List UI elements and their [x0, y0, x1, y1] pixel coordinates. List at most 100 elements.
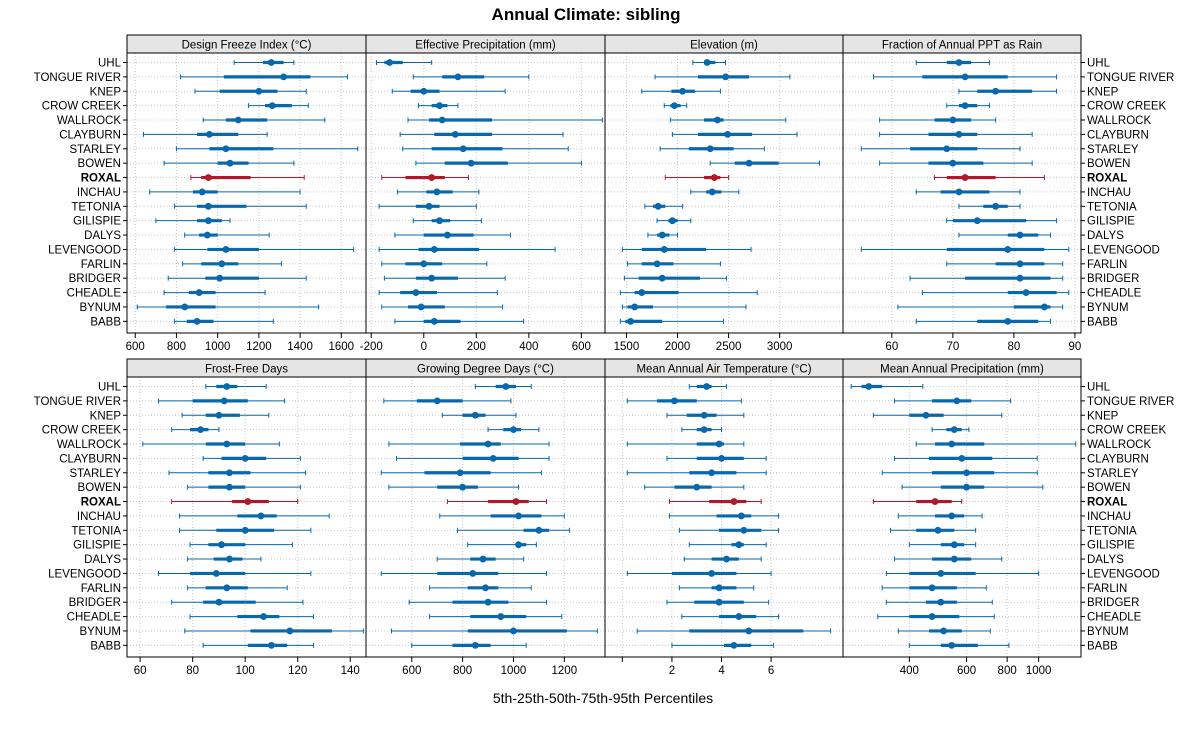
site-label-right-bynum: BYNUM: [1087, 626, 1129, 638]
site-label-right-crow-creek: CROW CREEK: [1087, 101, 1167, 113]
site-label-right-dalys: DALYS: [1087, 230, 1124, 242]
site-label-right-bridger: BRIDGER: [1087, 273, 1139, 285]
site-label-left-starley: STARLEY: [69, 468, 121, 480]
median-dot-dalys: [203, 231, 211, 239]
median-dot-bridger: [715, 598, 723, 606]
site-label-left-inchau: INCHAU: [77, 187, 121, 199]
median-dot-clayburn: [206, 131, 213, 138]
x-tick-label-1200: 1200: [552, 665, 578, 677]
median-dot-tetonia: [992, 202, 999, 210]
median-dot-gilispie: [669, 217, 676, 225]
panel-title: Frost-Free Days: [205, 364, 288, 376]
median-dot-tetonia: [535, 526, 543, 534]
median-dot-farlin: [420, 260, 428, 268]
median-dot-tongue-river: [671, 397, 678, 405]
median-dot-cheadle: [928, 613, 936, 620]
panel-title: Elevation (m): [690, 40, 758, 52]
x-tick-label-100: 100: [236, 665, 255, 677]
median-dot-crow-creek: [268, 102, 276, 110]
median-dot-clayburn: [489, 455, 497, 462]
x-tick-label-140: 140: [341, 665, 360, 677]
median-dot-babb: [430, 317, 438, 325]
median-dot-crow-creek: [950, 426, 958, 434]
median-dot-starley: [706, 145, 714, 153]
x-tick-label-80: 80: [1007, 341, 1020, 353]
median-dot-bowen: [963, 483, 970, 491]
panel-growing-degree-days-c: Growing Degree Days (°C) 600 800 1000 1200: [365, 358, 606, 677]
median-dot-tongue-river: [433, 397, 441, 405]
median-dot-farlin: [482, 584, 489, 592]
panel-mean-annual-precipitation-mm: Mean Annual Precipitation (mm) 400 600 800 1…: [842, 358, 1082, 677]
median-dot-farlin: [653, 260, 661, 268]
median-dot-uhl: [386, 59, 394, 66]
site-label-left-wallrock: WALLROCK: [57, 115, 121, 127]
median-dot-knep: [700, 411, 708, 419]
site-label-left-inchau: INCHAU: [77, 511, 121, 523]
median-dot-bridger: [1016, 274, 1024, 282]
median-dot-uhl: [502, 383, 510, 390]
median-dot-gilispie: [218, 541, 225, 549]
median-dot-uhl: [955, 59, 963, 66]
median-dot-levengood: [708, 570, 716, 577]
median-dot-inchau: [737, 512, 745, 520]
median-dot-wallrock: [713, 116, 721, 124]
median-dot-bridger: [937, 598, 945, 606]
median-dot-gilispie: [973, 217, 981, 225]
x-tick-label-1500: 1500: [614, 341, 640, 353]
median-dot-clayburn: [955, 131, 963, 138]
median-dot-babb: [268, 641, 275, 649]
x-tick-label-1000: 1000: [1026, 665, 1052, 677]
median-dot-levengood: [212, 570, 220, 577]
median-dot-knep: [922, 411, 930, 419]
x-tick-label-3000: 3000: [767, 341, 793, 353]
median-dot-tetonia: [241, 526, 249, 534]
median-dot-levengood: [660, 246, 668, 253]
site-label-right-roxal: ROXAL: [1087, 173, 1127, 185]
panel-title: Mean Annual Precipitation (mm): [880, 364, 1044, 376]
median-dot-dalys: [226, 555, 233, 563]
site-label-right-uhl: UHL: [1087, 382, 1111, 394]
x-tick-label-80: 80: [186, 665, 199, 677]
site-label-right-gilispie: GILISPIE: [1087, 540, 1135, 552]
median-dot-clayburn: [958, 455, 966, 462]
site-label-right-roxal: ROXAL: [1087, 497, 1127, 509]
median-dot-knep: [420, 87, 428, 95]
panel-elevation-m: Elevation (m) 1500 2000 2500 3000: [604, 34, 844, 353]
site-label-right-wallrock: WALLROCK: [1087, 439, 1151, 451]
median-dot-tetonia: [934, 526, 942, 534]
site-label-right-clayburn: CLAYBURN: [1087, 453, 1149, 465]
panel-title: Design Freeze Index (°C): [182, 40, 312, 52]
median-dot-bowen: [226, 159, 234, 167]
site-label-right-babb: BABB: [1087, 316, 1118, 328]
site-label-left-farlin: FARLIN: [81, 259, 121, 271]
median-dot-starley: [963, 469, 970, 477]
median-dot-cheadle: [638, 289, 646, 296]
median-dot-uhl: [703, 383, 711, 390]
panel-title: Fraction of Annual PPT as Rain: [882, 40, 1042, 52]
site-label-right-babb: BABB: [1087, 640, 1118, 652]
median-dot-wallrock: [223, 440, 231, 448]
median-dot-levengood: [469, 570, 477, 577]
median-dot-inchau: [955, 188, 963, 196]
panel-title: Mean Annual Air Temperature (°C): [636, 364, 811, 376]
x-tick-label-6: 6: [768, 665, 774, 677]
site-label-left-roxal: ROXAL: [81, 497, 121, 509]
median-dot-starley: [456, 469, 464, 477]
site-label-left-babb: BABB: [90, 316, 121, 328]
median-dot-bowen: [459, 483, 467, 491]
median-dot-farlin: [1016, 260, 1024, 268]
median-dot-dalys: [444, 231, 451, 239]
median-dot-tetonia: [740, 526, 748, 534]
median-dot-bynum: [1040, 303, 1048, 311]
median-dot-clayburn: [451, 131, 459, 138]
site-label-left-knep: KNEP: [90, 410, 122, 422]
median-dot-bowen: [226, 483, 233, 491]
median-dot-cheadle: [412, 289, 420, 296]
median-dot-babb: [627, 317, 634, 325]
median-dot-roxal: [931, 498, 939, 505]
median-dot-bynum: [181, 303, 189, 311]
median-dot-roxal: [204, 174, 212, 181]
site-label-right-knep: KNEP: [1087, 410, 1119, 422]
site-label-right-bynum: BYNUM: [1087, 302, 1129, 314]
